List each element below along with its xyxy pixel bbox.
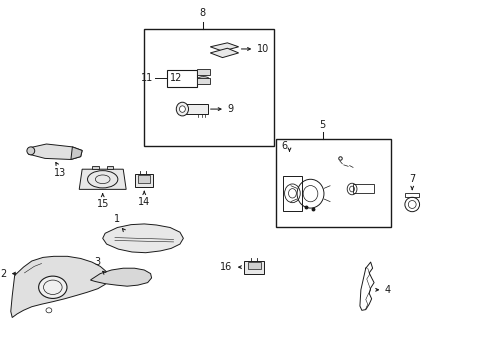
- Polygon shape: [102, 224, 183, 253]
- Text: 13: 13: [53, 168, 66, 179]
- Text: 5: 5: [319, 120, 325, 130]
- Text: 8: 8: [200, 8, 205, 18]
- Bar: [196, 69, 210, 75]
- Bar: [92, 166, 99, 169]
- Bar: [197, 78, 209, 84]
- Bar: [282, 176, 302, 211]
- Bar: [183, 104, 207, 114]
- Text: 16: 16: [220, 262, 232, 272]
- Polygon shape: [11, 256, 108, 318]
- Bar: [247, 262, 260, 269]
- Text: 9: 9: [227, 104, 233, 114]
- Text: 14: 14: [138, 197, 150, 207]
- Bar: [138, 175, 150, 183]
- Polygon shape: [71, 147, 82, 159]
- Text: 3: 3: [95, 257, 101, 267]
- Ellipse shape: [179, 106, 185, 112]
- Bar: [135, 174, 153, 187]
- Bar: [167, 70, 196, 87]
- Bar: [106, 166, 113, 169]
- Text: 1: 1: [114, 214, 120, 224]
- Text: 15: 15: [96, 199, 109, 210]
- Ellipse shape: [39, 276, 67, 298]
- Text: 11: 11: [140, 73, 153, 84]
- Ellipse shape: [27, 147, 35, 155]
- Polygon shape: [79, 169, 126, 189]
- Bar: [144, 29, 273, 146]
- Text: 12: 12: [169, 73, 182, 84]
- Ellipse shape: [198, 77, 208, 80]
- Text: 2: 2: [0, 269, 6, 279]
- Polygon shape: [28, 144, 82, 159]
- Polygon shape: [90, 268, 151, 286]
- Polygon shape: [210, 43, 238, 51]
- Text: 4: 4: [384, 285, 390, 295]
- Ellipse shape: [176, 102, 188, 116]
- Text: 7: 7: [408, 174, 414, 184]
- Text: 6: 6: [281, 141, 286, 151]
- Bar: [352, 184, 373, 193]
- Bar: [244, 261, 264, 274]
- Polygon shape: [210, 48, 238, 58]
- Text: 10: 10: [256, 44, 268, 54]
- Bar: [276, 139, 390, 227]
- Bar: [405, 193, 418, 197]
